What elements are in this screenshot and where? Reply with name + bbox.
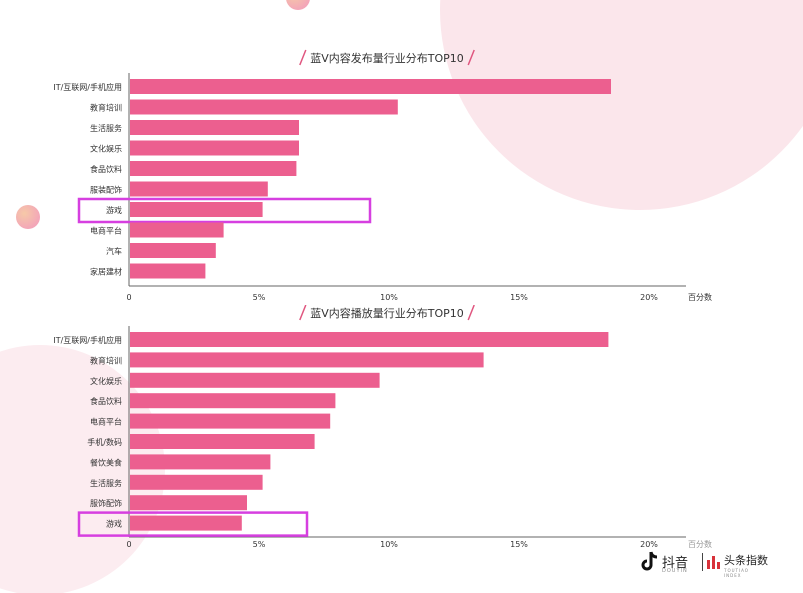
highlight-box-games	[77, 197, 372, 224]
decor-orb-top	[286, 0, 310, 10]
category-label: 电商平台	[90, 417, 122, 427]
background-blob-bottom-left	[0, 345, 165, 593]
background-blob-top-right	[440, 0, 803, 210]
bar-2	[130, 352, 484, 368]
title-slash-right	[467, 305, 475, 321]
bar-3	[130, 372, 380, 388]
category-label: IT/互联网/手机应用	[53, 335, 122, 345]
bar-5	[130, 413, 331, 429]
category-label: 生活服务	[90, 123, 122, 133]
logo-divider	[702, 553, 703, 571]
title-slash-right	[467, 49, 475, 66]
category-label: 生活服务	[90, 478, 122, 488]
bar-9	[130, 495, 247, 511]
x-tick-label: 20%	[640, 293, 658, 302]
category-label: 电商平台	[90, 226, 122, 236]
category-label: 食品饮料	[90, 396, 122, 406]
bar-8	[130, 474, 263, 490]
bar-10	[130, 263, 206, 279]
bar-4	[130, 140, 299, 156]
x-tick-label: 0	[126, 293, 131, 302]
bar-1	[130, 332, 609, 347]
bar-10	[130, 515, 242, 531]
category-label: 教育培训	[90, 103, 122, 113]
chart-title: 蓝V内容播放量行业分布TOP10	[310, 306, 464, 320]
bar-1	[130, 79, 611, 94]
category-label: 餐饮美食	[90, 457, 122, 467]
category-label: 家居建材	[90, 267, 122, 277]
douyin-sub-label: DOUYIN	[662, 568, 688, 574]
decor-orb-left	[16, 205, 40, 229]
x-axis-label: 百分数	[688, 539, 712, 549]
chart-publish-volume: 蓝V内容发布量行业分布TOP10 IT/互联网/手机应用教育培训生活服务文化娱乐食…	[53, 49, 712, 302]
category-label: 教育培训	[90, 355, 122, 365]
toutiao-index-label: 头条指数	[724, 554, 768, 567]
bar-7	[130, 202, 263, 217]
bar-6	[130, 434, 315, 449]
x-tick-label: 10%	[380, 293, 398, 302]
chart-title: 蓝V内容发布量行业分布TOP10	[310, 51, 464, 65]
category-label: 游戏	[106, 205, 122, 215]
x-tick-label: 5%	[253, 540, 266, 549]
category-label: IT/互联网/手机应用	[53, 82, 122, 92]
bar-9	[130, 243, 216, 258]
toutiao-index-icon	[707, 556, 720, 569]
category-label: 游戏	[106, 519, 122, 529]
bar-4	[130, 393, 336, 409]
bar-2	[130, 99, 398, 115]
title-slash-left	[299, 49, 307, 66]
x-tick-label: 10%	[380, 540, 398, 549]
x-tick-label: 15%	[510, 293, 528, 302]
bar-6	[130, 181, 268, 197]
category-label: 汽车	[106, 246, 122, 256]
x-tick-label: 20%	[640, 540, 658, 549]
category-label: 手机/数码	[87, 437, 122, 447]
douyin-label: 抖音	[662, 556, 689, 571]
x-axis-label: 百分数	[688, 292, 712, 302]
bar-5	[130, 161, 297, 176]
category-label: 食品饮料	[90, 164, 122, 174]
toutiao-index-sub-label: TOUTIAO INDEX	[724, 568, 749, 578]
category-label: 文化娱乐	[90, 376, 122, 386]
category-label: 文化娱乐	[90, 144, 122, 154]
x-tick-label: 15%	[510, 540, 528, 549]
x-tick-label: 5%	[253, 293, 266, 302]
highlight-box-games	[77, 511, 309, 537]
title-slash-left	[299, 305, 307, 321]
category-label: 服装配饰	[90, 185, 122, 195]
bar-3	[130, 120, 299, 135]
x-tick-label: 0	[126, 540, 131, 549]
douyin-logo-icon	[641, 551, 658, 571]
brand-logo: 抖音 DOUYIN 头条指数 TOUTIAO INDEX	[638, 549, 768, 578]
bar-7	[130, 454, 271, 470]
category-label: 服饰配饰	[90, 498, 122, 508]
chart-play-volume: 蓝V内容播放量行业分布TOP10 IT/互联网/手机应用教育培训文化娱乐食品饮料电…	[53, 305, 712, 549]
bar-8	[130, 222, 224, 238]
